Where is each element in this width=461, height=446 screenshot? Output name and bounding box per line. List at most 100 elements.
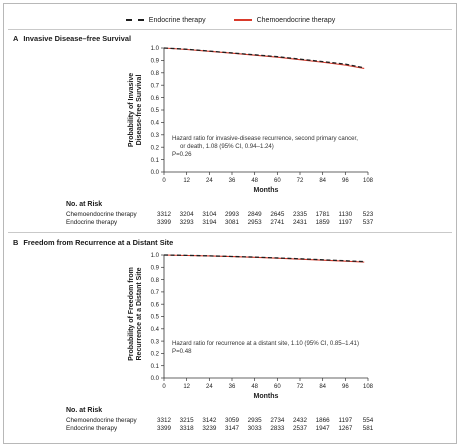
panel-a-y-tick-label: 0.2 [151, 145, 160, 151]
panel-b-risk-value: 1947 [315, 425, 330, 432]
panel-b-risk-value: 1866 [315, 417, 330, 424]
panel-a-risk-value: 2645 [270, 211, 285, 218]
panel-b-x-tick-label: 0 [162, 384, 166, 390]
panel-a-x-tick-label: 84 [319, 178, 326, 184]
panel-b-risk-value: 581 [362, 425, 374, 432]
panel-a-y-tick-label: 0.9 [151, 59, 160, 65]
panel-b-y-tick-label: 0.4 [151, 327, 160, 333]
legend-label-endocrine: Endocrine therapy [148, 16, 206, 24]
panel-b-y-tick-label: 0.3 [151, 339, 160, 345]
panel-a-y-tick-label: 0.6 [151, 96, 160, 102]
panel-a-letter: A [13, 34, 19, 43]
panel-a-x-tick-label: 96 [342, 178, 349, 184]
panel-a-series-endocrine [163, 47, 365, 69]
panel-b-risk-value: 3142 [202, 417, 217, 424]
panel-b-risk-value: 3399 [156, 425, 171, 432]
panel-divider [8, 232, 452, 233]
panel-a-x-tick-label: 108 [363, 178, 374, 184]
panel-b-risk-title: No. at Risk [66, 407, 103, 414]
panel-b-x-tick-label: 108 [363, 384, 374, 390]
legend: Endocrine therapy Chemoendocrine therapy [0, 13, 461, 27]
legend-item-endocrine: Endocrine therapy [125, 13, 206, 27]
panel-a-y-tick-label: 0.0 [151, 170, 160, 176]
panel-a-risk-value: 3081 [224, 219, 239, 226]
panel-b-risk-value: 3318 [179, 425, 194, 432]
panel-a-x-tick-label: 12 [183, 178, 190, 184]
panel-a-x-tick-label: 48 [251, 178, 258, 184]
panel-b-risk-value: 3147 [224, 425, 239, 432]
panel-a-annotation: P=0.26 [172, 151, 192, 158]
panel-b-y-tick-label: 0.2 [151, 352, 160, 358]
panel-b-risk-value: 1267 [338, 425, 353, 432]
panel-a-risk-value: 1781 [315, 211, 330, 218]
panel-a-annotation: Hazard ratio for invasive-disease recurr… [172, 135, 358, 142]
panel-b-x-tick-label: 72 [297, 384, 304, 390]
panel-b-risk-value: 2734 [270, 417, 285, 424]
panel-a-risk-value: 3194 [202, 219, 217, 226]
panel-a-risk-value: 3104 [202, 211, 217, 218]
panel-a-risk-value: 2431 [292, 219, 307, 226]
panel-a-y-tick-label: 0.4 [151, 121, 160, 127]
figure-frame [3, 3, 457, 444]
panel-a-x-tick-label: 0 [162, 178, 166, 184]
panel-b-x-tick-label: 36 [229, 384, 236, 390]
panel-b-y-tick-label: 0.5 [151, 315, 160, 321]
panel-a-y-tick-label: 0.8 [151, 71, 160, 77]
panel-b-risk-value: 3312 [156, 417, 171, 424]
panel-a-risk-value: 2741 [270, 219, 285, 226]
panel-a-risk-value: 3293 [179, 219, 194, 226]
panel-b-x-axis-label: Months [254, 393, 279, 400]
legend-swatch-chemoendocrine [233, 19, 252, 21]
panel-b-risk-value: 1197 [338, 417, 353, 424]
panel-a-y-tick-label: 0.5 [151, 108, 160, 114]
panel-b-risk-value: 2833 [270, 425, 285, 432]
panel-b-x-tick-label: 48 [251, 384, 258, 390]
panel-a-y-tick-label: 1.0 [151, 46, 160, 52]
panel-b-risk-label-endo: Endocrine therapy [66, 425, 118, 432]
panel-a-x-axis-label: Months [254, 187, 279, 194]
panel-a-title-text: Invasive Disease–free Survival [23, 34, 131, 43]
panel-b-risk-value: 3059 [224, 417, 239, 424]
panel-b-risk-value: 3215 [179, 417, 194, 424]
panel-a-y-tick-label: 0.3 [151, 133, 160, 139]
panel-b-annotation: Hazard ratio for recurrence at a distant… [172, 340, 359, 347]
panel-b-title: B Freedom from Recurrence at a Distant Si… [13, 238, 173, 247]
panel-a-risk-label-endo: Endocrine therapy [66, 219, 118, 226]
panel-a-title: A Invasive Disease–free Survival [13, 34, 131, 43]
panel-b-risk-value: 3239 [202, 425, 217, 432]
legend-divider [8, 29, 452, 30]
panel-b-plot: 0.0 0.1 0.2 0.3 0.4 0.5 0.6 0.7 0.8 0.9 1.0 0 12 24 36… [151, 253, 374, 400]
panel-b-risk-value: 2935 [247, 417, 262, 424]
panel-a-x-tick-label: 36 [229, 178, 236, 184]
panel-a-risk-value: 1197 [338, 219, 353, 226]
panel-b-y-tick-label: 0.0 [151, 376, 160, 382]
panel-b-letter: B [13, 238, 19, 247]
panel-b-risk-value: 2432 [292, 417, 307, 424]
panel-a-risk-value: 2993 [224, 211, 239, 218]
panel-b-risk-label-chemo: Chemoendocrine therapy [66, 417, 137, 424]
panel-a-risk-value: 3399 [156, 219, 171, 226]
panel-b-risk-value: 2537 [292, 425, 307, 432]
legend-label-chemoendocrine: Chemoendocrine therapy [256, 16, 336, 24]
panel-b-risk-value: 554 [362, 417, 374, 424]
panel-b-x-tick-label: 12 [183, 384, 190, 390]
panel-b-y-tick-label: 0.7 [151, 290, 160, 296]
panel-a-risk-value: 1130 [338, 211, 353, 218]
panel-a-risk-value: 2849 [247, 211, 262, 218]
panel-b-y-tick-label: 0.6 [151, 302, 160, 308]
panel-b-series-chemoendocrine [163, 254, 365, 263]
panel-a-risk-value: 537 [362, 219, 374, 226]
panel-a-risk-value: 1859 [315, 219, 330, 226]
panel-b-series-endocrine [163, 254, 365, 263]
panel-a-annotation: or death, 1.08 (95% CI, 0.94–1.24) [180, 143, 274, 150]
panel-b-x-tick-label: 96 [342, 384, 349, 390]
panel-a-x-tick-label: 24 [206, 178, 213, 184]
panel-b-x-tick-label: 60 [274, 384, 281, 390]
panel-a-risk-value: 2953 [247, 219, 262, 226]
panel-a-plot: 0.0 0.1 0.2 0.3 0.4 0.5 0.6 0.7 0.8 0.9 1.0 0 12 24 36… [151, 46, 374, 194]
panel-b-y-tick-label: 0.1 [151, 364, 160, 370]
panel-b-risk-value: 3033 [247, 425, 262, 432]
panel-a-x-tick-label: 72 [297, 178, 304, 184]
panel-a-risk-label-chemo: Chemoendocrine therapy [66, 211, 137, 218]
panel-a-risk-title: No. at Risk [66, 201, 103, 208]
